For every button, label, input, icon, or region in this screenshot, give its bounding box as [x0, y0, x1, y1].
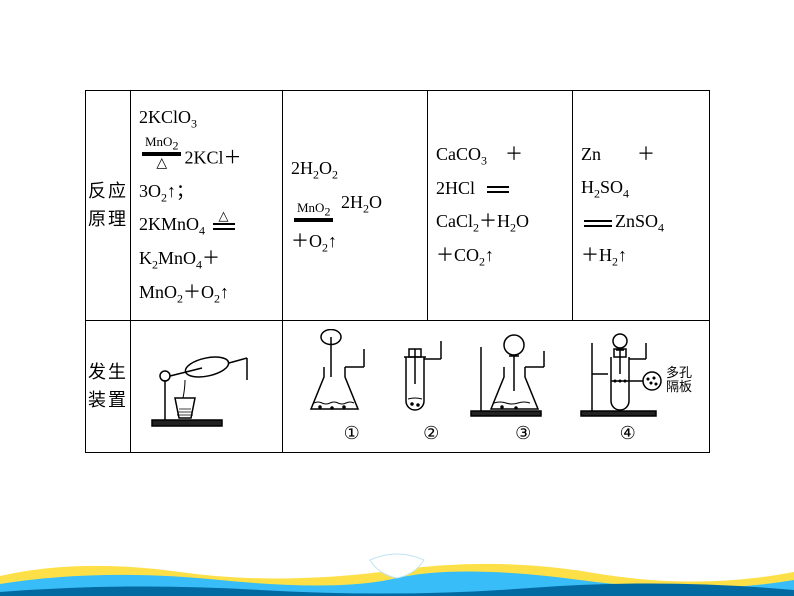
t: 2KMnO	[139, 214, 199, 234]
t: 3O	[139, 181, 161, 201]
eq-mno2-heat: MnO2 △	[142, 135, 181, 172]
reaction-table: 反应原理 2KClO3 MnO2 △ 2KCl＋ 3O2； 2KMnO4 △ K…	[85, 90, 710, 453]
rowhead-principle: 反应原理	[86, 91, 131, 321]
cell-kclo3: 2KClO3 MnO2 △ 2KCl＋ 3O2； 2KMnO4 △ K2MnO4…	[131, 91, 283, 321]
apparatus-row: 发生装置	[86, 320, 710, 452]
cell-zn: Zn ＋ H2SO4 ZnSO4 ＋H2	[573, 91, 710, 321]
t: 2KClO	[139, 107, 191, 127]
apparatus-heat	[131, 320, 283, 452]
gas-arrow	[328, 231, 337, 251]
eq-sign	[487, 186, 509, 193]
gas-arrow	[485, 245, 494, 265]
apparatus-noheat: 多孔 隔板 ① ② ③ ④	[283, 320, 710, 452]
gas-arrow	[220, 282, 229, 302]
noheat-setups-icon: 多孔 隔板	[296, 329, 696, 421]
svg-text:隔板: 隔板	[666, 379, 692, 394]
t: 3	[191, 117, 197, 131]
eq-mno2: MnO2	[294, 201, 333, 226]
eq-heat: △	[213, 223, 235, 230]
principle-row: 反应原理 2KClO3 MnO2 △ 2KCl＋ 3O2； 2KMnO4 △ K…	[86, 91, 710, 321]
gas-arrow	[167, 181, 176, 201]
heating-setup-icon	[147, 340, 267, 432]
wave-footer-icon	[0, 548, 794, 596]
rowhead-apparatus: 发生装置	[86, 320, 131, 452]
t: 2KCl＋	[184, 147, 241, 167]
gas-arrow	[618, 245, 627, 265]
eq-sign	[584, 220, 612, 227]
apparatus-labels: ① ② ③ ④	[291, 423, 701, 444]
cell-h2o2: 2H2O2 MnO2 2H2O ＋O2	[283, 91, 428, 321]
porous-note: 多孔	[666, 365, 692, 380]
cell-caco3: CaCO3 ＋ 2HCl CaCl2＋H2O ＋CO2	[428, 91, 573, 321]
